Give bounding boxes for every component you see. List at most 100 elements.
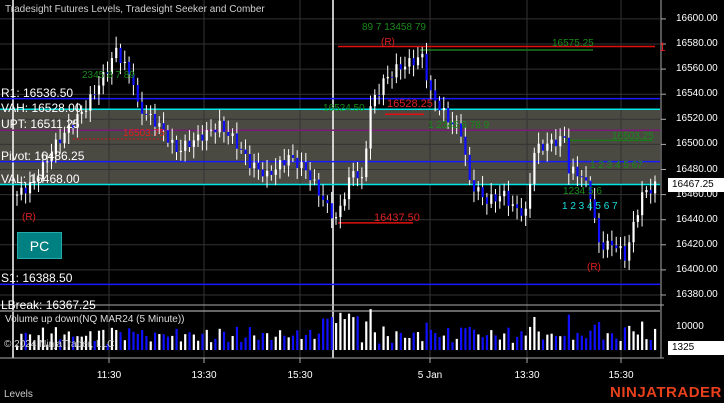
price-bar: [593, 199, 596, 219]
price-bar: [550, 139, 553, 144]
volume-bar: [494, 335, 497, 350]
price-bar: [222, 120, 226, 132]
time-tick-label: 13:30: [191, 370, 217, 381]
price-bar: [63, 132, 66, 144]
volume-bar: [309, 329, 312, 350]
time-tick-label: 15:30: [287, 370, 313, 381]
price-bar: [20, 187, 23, 195]
volume-bar: [166, 336, 170, 350]
level-label: S1: 16388.50: [1, 271, 73, 286]
comber-seq-right: 1234 5 6: [563, 186, 602, 197]
volume-bar: [524, 335, 527, 350]
volume-bar: [123, 340, 126, 350]
volume-bar: [253, 335, 256, 350]
volume-bar: [654, 328, 657, 350]
volume-bar: [649, 339, 652, 350]
price-tick-label: 16580.00: [676, 38, 718, 49]
volume-bar: [606, 333, 609, 350]
volume-bar: [416, 332, 420, 350]
volume-bar: [468, 326, 471, 350]
price-bar: [201, 134, 204, 141]
volume-bar: [33, 340, 36, 350]
volume-bar: [645, 339, 648, 350]
volume-bar: [80, 336, 83, 350]
price-tick-label: 16460.00: [676, 188, 718, 200]
volume-bar: [330, 317, 333, 350]
price-tick-label: 16440.00: [676, 213, 718, 225]
green-level-right-label: 16503.25: [612, 131, 654, 142]
price-bar: [274, 169, 277, 175]
price-bar: [507, 190, 510, 206]
price-tick-label: 16480.00: [676, 163, 718, 175]
price-bar: [119, 47, 122, 64]
volume-bar: [149, 341, 152, 350]
volume-bar: [162, 334, 165, 350]
price-bar: [589, 180, 592, 200]
price-bar: [59, 139, 62, 144]
price-bar: [649, 189, 652, 194]
price-bar: [641, 192, 644, 216]
price-bar: [287, 155, 290, 166]
price-bar: [490, 194, 493, 204]
price-bar: [240, 148, 243, 150]
price-bar: [572, 166, 575, 174]
price-bar: [481, 187, 484, 198]
volume-bar: [460, 327, 463, 350]
price-bar: [546, 143, 549, 151]
volume-bar: [97, 330, 101, 350]
price-bar: [72, 125, 75, 128]
price-bar: [585, 177, 588, 181]
price-bar: [218, 120, 221, 133]
pc-button[interactable]: PC: [17, 232, 62, 259]
volume-bar: [610, 333, 614, 350]
price-bar: [184, 140, 187, 151]
volume-bar: [248, 327, 251, 350]
volume-bar: [317, 333, 320, 350]
volume-bar: [395, 331, 398, 350]
volume-bar: [356, 316, 359, 350]
seeker-seq-day2: 89 7 13458 79: [362, 22, 426, 33]
level-label: R1: 16536.50: [1, 85, 74, 100]
volume-bar: [369, 309, 372, 350]
volume-bar: [274, 336, 277, 350]
volume-bar: [63, 334, 66, 350]
price-bar: [257, 162, 260, 170]
price-bar: [654, 181, 657, 194]
tab-levels[interactable]: Levels: [4, 389, 33, 400]
price-bar: [386, 76, 389, 79]
volume-bar: [158, 334, 161, 350]
volume-bar: [50, 333, 53, 350]
volume-bar: [132, 331, 135, 350]
volume-bar: [559, 336, 562, 350]
volume-bar: [72, 336, 75, 350]
price-bar: [455, 123, 458, 125]
price-tick-label: 16600.00: [676, 12, 718, 24]
price-bar: [335, 217, 338, 219]
price-bar: [541, 143, 545, 151]
volume-bar: [283, 335, 286, 350]
price-bar: [511, 204, 514, 206]
price-bar: [559, 136, 562, 147]
price-bar: [498, 196, 502, 202]
volume-bar: [54, 327, 57, 350]
price-bar: [503, 190, 506, 197]
volume-bar: [41, 327, 45, 350]
price-tick-label: 16540.00: [676, 88, 718, 100]
price-bar: [244, 149, 247, 155]
price-bar: [214, 129, 217, 133]
volume-bar: [235, 326, 239, 350]
r-marker-top: (R): [381, 37, 395, 48]
volume-bar: [222, 331, 226, 350]
price-bar: [291, 155, 295, 158]
volume-bar: [67, 331, 70, 350]
price-tick-label: 16400.00: [676, 263, 718, 275]
price-bar: [97, 85, 101, 95]
price-bar: [106, 72, 109, 74]
price-bar: [136, 85, 139, 102]
value-area-band: [0, 109, 660, 185]
time-tick-label: 13:30: [514, 370, 540, 381]
volume-bar: [300, 338, 303, 350]
volume-bar: [20, 333, 23, 350]
volume-bar: [59, 339, 62, 350]
